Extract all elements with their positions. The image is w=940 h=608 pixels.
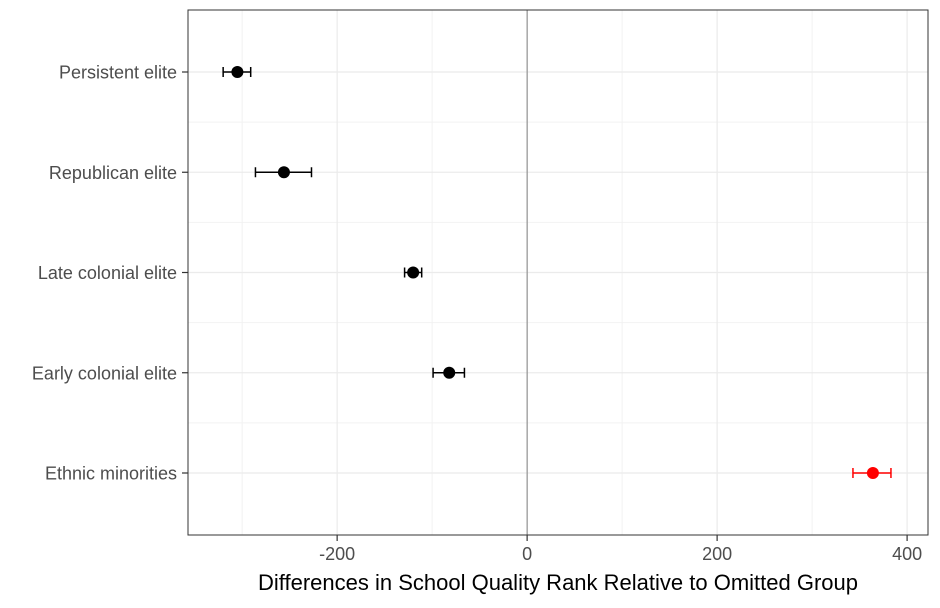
minor-gridlines [188, 10, 928, 535]
y-tick-label: Republican elite [49, 163, 177, 183]
point-estimate [277, 166, 290, 179]
y-tick-label: Persistent elite [59, 63, 177, 83]
y-axis: Persistent elite Republican elite Late col… [32, 63, 188, 484]
point-estimate [866, 467, 879, 479]
y-tick-label: Late colonial elite [38, 263, 177, 283]
point-estimates [231, 66, 879, 479]
x-axis: -200 0 200 400 [319, 535, 922, 564]
x-tick-label: -200 [319, 544, 355, 564]
y-tick-label: Ethnic minorities [45, 464, 177, 484]
x-tick-label: 200 [702, 544, 732, 564]
y-tick-label: Early colonial elite [32, 363, 177, 383]
x-axis-title: Differences in School Quality Rank Relat… [258, 570, 858, 595]
point-estimate [443, 366, 456, 379]
x-tick-label: 400 [892, 544, 922, 564]
x-tick-label: 0 [522, 544, 532, 564]
point-estimate [407, 266, 420, 279]
point-estimate [231, 66, 244, 78]
